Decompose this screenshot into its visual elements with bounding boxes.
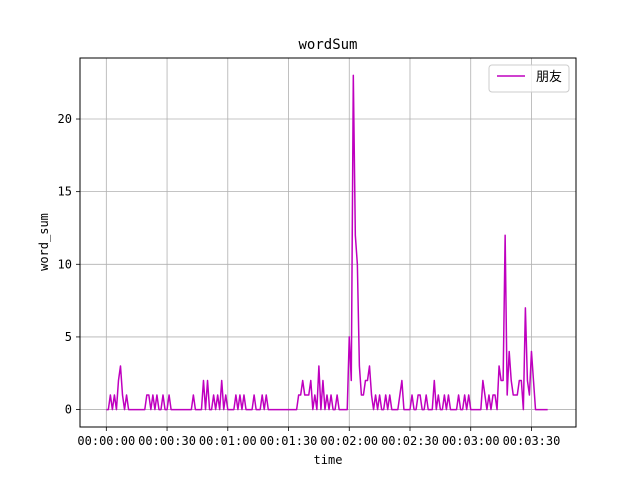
grid	[80, 58, 576, 427]
x-tick-label: 00:00:30	[138, 434, 196, 448]
x-tick-label: 00:03:00	[442, 434, 500, 448]
x-axis-label: time	[314, 453, 343, 467]
plot-area-frame	[79, 57, 577, 428]
x-tick-label: 00:02:30	[381, 434, 439, 448]
y-tick-label: 0	[65, 403, 72, 417]
x-axis-ticks: 00:00:00 00:00:30 00:01:00 00:01:30 00:02:00…	[77, 427, 560, 448]
legend: 朋友	[488, 64, 570, 93]
x-tick-label: 00:01:30	[260, 434, 318, 448]
x-tick-label: 00:03:30	[503, 434, 561, 448]
x-tick-label: 00:01:00	[199, 434, 257, 448]
chart-title: wordSum	[298, 37, 357, 53]
x-tick-label: 00:02:00	[320, 434, 378, 448]
y-tick-label: 20	[58, 112, 72, 126]
y-tick-label: 10	[58, 257, 72, 271]
series-line-朋友	[106, 74, 548, 411]
y-tick-label: 15	[58, 185, 72, 199]
legend-label-朋友: 朋友	[536, 69, 562, 85]
y-axis-ticks: 0 5 10 15 20	[58, 112, 80, 417]
y-tick-label: 5	[65, 330, 72, 344]
legend-box	[488, 64, 570, 93]
x-tick-label: 00:00:00	[77, 434, 135, 448]
y-axis-label: word_sum	[37, 213, 51, 271]
